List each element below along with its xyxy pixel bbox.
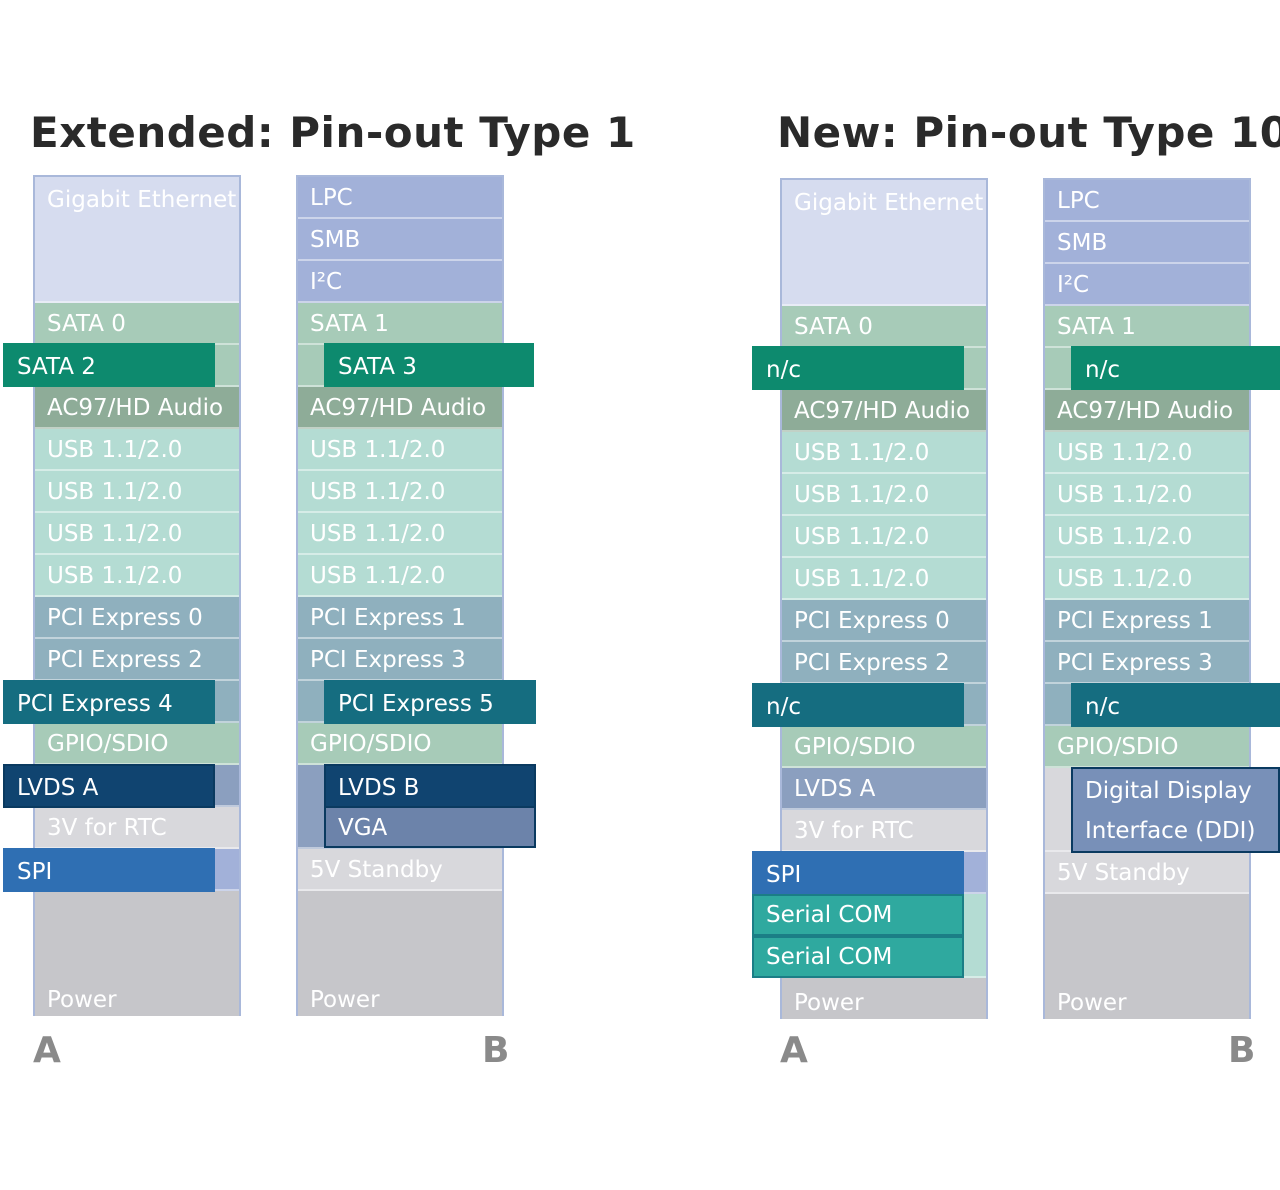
cell-usb: USB 1.1/2.0 — [35, 429, 239, 471]
cell-gigabit-ethernet: Gigabit Ethernet — [782, 180, 986, 306]
cell-standby: 5V Standby — [298, 849, 502, 891]
cell-audio: AC97/HD Audio — [35, 387, 239, 429]
cell-sata: SATA 1 — [1045, 306, 1249, 348]
cell-sata: SATA 1 — [298, 303, 502, 345]
overlay-spi: SPI — [752, 851, 964, 895]
cell-pci-express: PCI Express 2 — [782, 642, 986, 684]
cell-usb: USB 1.1/2.0 — [35, 471, 239, 513]
cell-smb: SMB — [1045, 222, 1249, 264]
cell-usb: USB 1.1/2.0 — [782, 474, 986, 516]
cell-pci-express: PCI Express 1 — [298, 597, 502, 639]
overlay-pci-express: PCI Express 4 — [3, 680, 215, 724]
cell-audio: AC97/HD Audio — [298, 387, 502, 429]
cell-pci-express: PCI Express 3 — [1045, 642, 1249, 684]
cell-usb: USB 1.1/2.0 — [298, 555, 502, 597]
cell-usb: USB 1.1/2.0 — [782, 516, 986, 558]
overlay-pci-express: PCI Express 5 — [324, 680, 536, 724]
cell-lpc: LPC — [298, 177, 502, 219]
overlay-sata-nc: n/c — [1071, 346, 1280, 390]
cell-smb: SMB — [298, 219, 502, 261]
cell-rtc: 3V for RTC — [782, 810, 986, 852]
left-diagram-title: Extended: Pin-out Type 1 — [30, 108, 636, 157]
row-b-label: B — [1228, 1030, 1256, 1071]
cell-power: Power — [782, 978, 986, 1019]
overlay-sata: SATA 3 — [324, 343, 534, 387]
ddi-label-line-2: Interface (DDI) — [1085, 818, 1256, 844]
cell-gpio: GPIO/SDIO — [782, 726, 986, 768]
cell-sata: SATA 0 — [782, 306, 986, 348]
cell-usb: USB 1.1/2.0 — [1045, 474, 1249, 516]
overlay-lvds: LVDS B — [324, 764, 536, 808]
cell-i2c: I²C — [1045, 264, 1249, 306]
overlay-vga: VGA — [324, 806, 536, 848]
overlay-pci-express-nc: n/c — [752, 683, 964, 727]
cell-usb: USB 1.1/2.0 — [782, 558, 986, 600]
right-diagram-title: New: Pin-out Type 10 — [777, 108, 1280, 157]
right-connector-row-b: LPC SMB I²C SATA 1 AC97/HD Audio USB 1.1… — [1043, 178, 1251, 1019]
cell-audio: AC97/HD Audio — [782, 390, 986, 432]
cell-pci-express: PCI Express 1 — [1045, 600, 1249, 642]
power-label: Power — [47, 987, 117, 1013]
cell-pci-express: PCI Express 0 — [35, 597, 239, 639]
overlay-serial-com: Serial COM — [752, 936, 964, 978]
overlay-sata: SATA 2 — [3, 343, 215, 387]
cell-i2c: I²C — [298, 261, 502, 303]
cell-pci-express: PCI Express 3 — [298, 639, 502, 681]
cell-usb: USB 1.1/2.0 — [1045, 558, 1249, 600]
overlay-spi: SPI — [3, 848, 215, 892]
cell-gpio: GPIO/SDIO — [298, 723, 502, 765]
row-a-label: A — [33, 1030, 61, 1071]
cell-lpc: LPC — [1045, 180, 1249, 222]
overlay-sata-nc: n/c — [752, 346, 964, 390]
cell-power: Power — [298, 891, 502, 1016]
cell-usb: USB 1.1/2.0 — [298, 471, 502, 513]
overlay-serial-com: Serial COM — [752, 894, 964, 936]
ddi-label-line-1: Digital Display — [1085, 778, 1252, 804]
cell-usb: USB 1.1/2.0 — [35, 555, 239, 597]
cell-gigabit-ethernet: Gigabit Ethernet — [35, 177, 239, 303]
cell-usb: USB 1.1/2.0 — [1045, 432, 1249, 474]
power-label: Power — [1057, 990, 1127, 1016]
overlay-lvds: LVDS A — [3, 764, 215, 808]
cell-usb: USB 1.1/2.0 — [782, 432, 986, 474]
cell-rtc: 3V for RTC — [35, 807, 239, 849]
cell-standby: 5V Standby — [1045, 852, 1249, 894]
cell-gpio: GPIO/SDIO — [1045, 726, 1249, 768]
cell-power: Power — [1045, 894, 1249, 1019]
cell-power: Power — [35, 891, 239, 1016]
cell-lvds: LVDS A — [782, 768, 986, 810]
left-connector-row-b: LPC SMB I²C SATA 1 AC97/HD Audio USB 1.1… — [296, 175, 504, 1016]
cell-pci-express: PCI Express 0 — [782, 600, 986, 642]
overlay-pci-express-nc: n/c — [1071, 683, 1280, 727]
cell-usb: USB 1.1/2.0 — [1045, 516, 1249, 558]
row-b-label: B — [482, 1030, 510, 1071]
cell-sata: SATA 0 — [35, 303, 239, 345]
cell-usb: USB 1.1/2.0 — [298, 429, 502, 471]
cell-gpio: GPIO/SDIO — [35, 723, 239, 765]
overlay-digital-display-interface: Digital Display Interface (DDI) — [1071, 767, 1280, 853]
row-a-label: A — [780, 1030, 808, 1071]
cell-usb: USB 1.1/2.0 — [298, 513, 502, 555]
cell-audio: AC97/HD Audio — [1045, 390, 1249, 432]
cell-usb: USB 1.1/2.0 — [35, 513, 239, 555]
power-label: Power — [794, 990, 864, 1016]
cell-pci-express: PCI Express 2 — [35, 639, 239, 681]
power-label: Power — [310, 987, 380, 1013]
